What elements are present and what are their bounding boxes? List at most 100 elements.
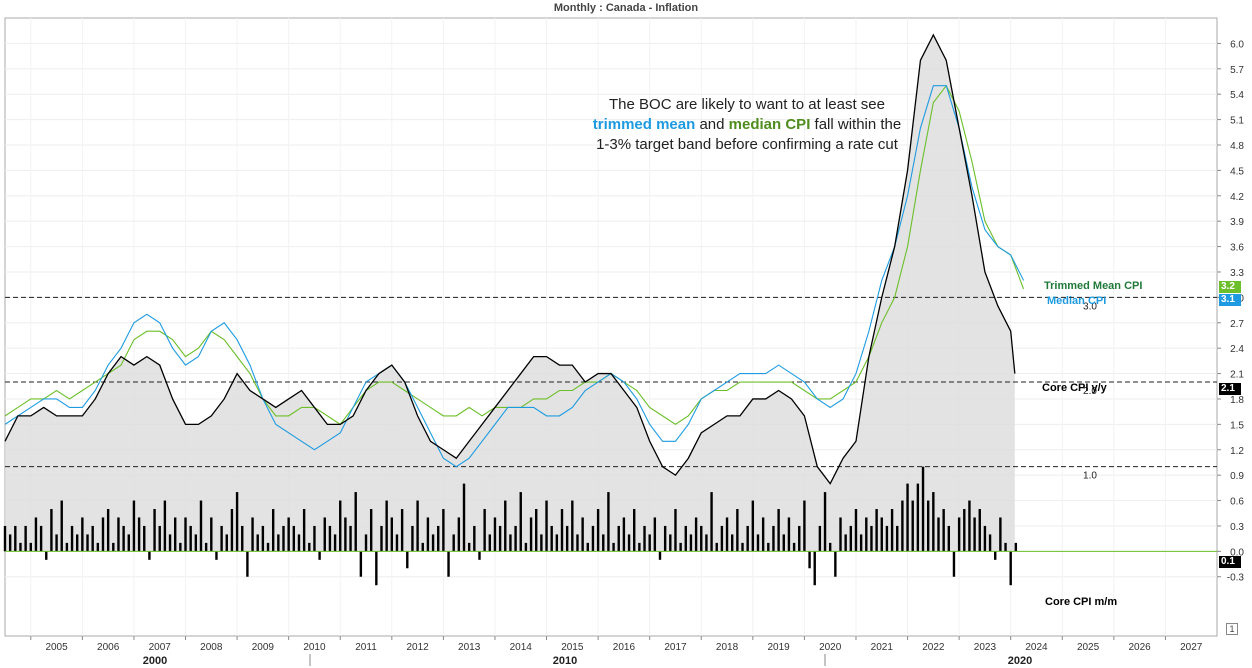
- y-tick-label-1: 5.7: [1230, 65, 1244, 76]
- bar-mm-162: [839, 517, 842, 552]
- bar-mm-96: [498, 525, 502, 552]
- bar-mm-89: [462, 483, 466, 552]
- bar-mm-189: [978, 509, 981, 552]
- bar-mm-4: [24, 525, 27, 552]
- bar-mm-8: [45, 551, 48, 560]
- bar-mm-76: [395, 534, 399, 552]
- bar-mm-63: [328, 525, 332, 552]
- annotation-line3: 1-3% target band before confirming a rat…: [596, 136, 898, 153]
- corner-icon[interactable]: 1: [1226, 623, 1238, 635]
- x-tick-label-11: 2016: [613, 642, 636, 653]
- bar-mm-187: [968, 500, 971, 552]
- bar-mm-43: [225, 534, 228, 552]
- bar-mm-115: [596, 509, 600, 552]
- annotation-and: and: [699, 116, 725, 133]
- bar-mm-54: [282, 525, 285, 552]
- bar-mm-118: [612, 542, 615, 552]
- bar-mm-133: [689, 534, 693, 552]
- bar-mm-195: [1009, 551, 1012, 586]
- x-tick-label-14: 2019: [767, 642, 790, 653]
- bar-mm-148: [767, 542, 770, 552]
- x-tick-label-4: 2009: [252, 642, 275, 653]
- bar-mm-72: [375, 551, 378, 586]
- bar-mm-47: [246, 551, 249, 577]
- y-tick-label-20: 0.0: [1230, 547, 1244, 558]
- bar-mm-167: [865, 517, 868, 552]
- bar-mm-196: [1014, 542, 1018, 552]
- bar-mm-139: [720, 525, 724, 552]
- y-tick-label-12: 2.4: [1230, 344, 1244, 355]
- bar-mm-93: [483, 509, 486, 552]
- bar-mm-26: [137, 517, 141, 552]
- annotation-median: median CPI: [728, 116, 811, 133]
- y-tick-label-17: 0.9: [1230, 471, 1244, 482]
- bar-mm-164: [849, 525, 853, 552]
- bar-mm-154: [798, 525, 801, 552]
- x-tick-label-3: 2008: [200, 642, 223, 653]
- badge-trimmed-mean: 3.2: [1219, 281, 1241, 293]
- bar-mm-62: [323, 517, 326, 552]
- bar-mm-142: [736, 509, 739, 552]
- bar-mm-14: [76, 534, 79, 552]
- bar-mm-124: [643, 525, 646, 552]
- reference-label-0: 3.0: [1083, 301, 1097, 312]
- annotation-trimmed-mean: trimmed mean: [592, 116, 696, 133]
- bar-mm-24: [127, 534, 130, 552]
- bar-mm-49: [256, 534, 259, 552]
- bar-mm-111: [576, 534, 579, 552]
- y-tick-label-5: 4.5: [1230, 166, 1244, 177]
- x-decade-label-1: 2010: [553, 655, 577, 667]
- bar-mm-169: [875, 509, 878, 552]
- bar-mm-95: [493, 517, 497, 552]
- bar-mm-0: [3, 525, 7, 552]
- bar-mm-174: [901, 500, 904, 552]
- y-tick-label-2: 5.4: [1230, 90, 1244, 101]
- y-tick-label-4: 4.8: [1230, 141, 1244, 152]
- bar-mm-155: [803, 500, 806, 552]
- bar-mm-21: [112, 542, 115, 552]
- bar-mm-13: [70, 525, 74, 552]
- bar-mm-147: [761, 517, 765, 552]
- y-tick-label-3: 5.1: [1230, 116, 1244, 127]
- bar-mm-57: [297, 534, 301, 552]
- bar-mm-146: [756, 534, 760, 552]
- bar-mm-10: [55, 534, 58, 552]
- bar-mm-184: [952, 551, 956, 577]
- x-tick-label-13: 2018: [716, 642, 739, 653]
- bar-mm-58: [302, 509, 306, 552]
- y-tick-label-16: 1.2: [1230, 446, 1244, 457]
- bar-mm-53: [277, 534, 280, 552]
- bar-mm-16: [86, 534, 89, 552]
- bar-mm-38: [199, 500, 203, 552]
- bar-mm-71: [369, 509, 373, 552]
- x-tick-label-2: 2007: [149, 642, 172, 653]
- legend-trimmed-mean: Trimmed Mean CPI: [1044, 280, 1143, 292]
- bar-mm-104: [540, 534, 543, 552]
- bar-mm-119: [617, 525, 620, 552]
- bar-mm-60: [313, 525, 316, 552]
- y-tick-label-21: -0.3: [1227, 573, 1245, 584]
- legend-core-mm: Core CPI m/m: [1045, 596, 1118, 608]
- bar-mm-88: [457, 517, 461, 552]
- x-decade-label-0: 2000: [143, 655, 167, 667]
- bar-mm-129: [669, 534, 672, 552]
- bar-mm-78: [406, 551, 409, 569]
- bar-mm-143: [741, 542, 744, 552]
- bar-mm-116: [602, 534, 605, 552]
- reference-label-2: 1.0: [1083, 471, 1097, 482]
- y-tick-label-8: 3.6: [1230, 243, 1244, 254]
- bar-mm-66: [344, 517, 347, 552]
- bar-mm-193: [999, 517, 1002, 552]
- bar-mm-6: [34, 517, 38, 552]
- bar-mm-7: [39, 525, 43, 552]
- bar-mm-168: [870, 525, 873, 552]
- bar-mm-134: [694, 517, 698, 552]
- bar-mm-170: [880, 517, 883, 552]
- bar-mm-18: [96, 542, 100, 552]
- bar-mm-97: [504, 500, 507, 552]
- bar-mm-70: [364, 534, 368, 552]
- bar-mm-30: [158, 525, 161, 552]
- bar-mm-107: [555, 534, 559, 552]
- bar-mm-85: [442, 509, 445, 552]
